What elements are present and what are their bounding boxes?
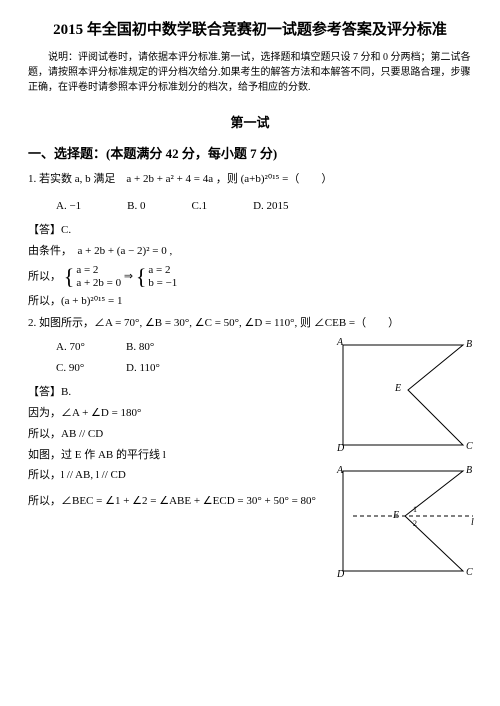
q1-stem: 1. 若实数 a, b 满足 a + 2b + a² + 4 = 4a ，则 (… (28, 171, 472, 189)
q1-cases-right: { a = 2 b = −1 (136, 264, 177, 290)
q1-opt-d: D. 2015 (253, 198, 288, 216)
q1-answer: 【答】C. (28, 222, 472, 240)
section-first: 第一试 (28, 113, 472, 134)
pentagon-diagram: A B C D E (323, 335, 478, 455)
label-e2: E (392, 510, 399, 521)
q2-opt-a: A. 70° (56, 339, 126, 357)
label-1: 1 (413, 505, 417, 514)
label-a2: A (336, 465, 344, 476)
q1-opt-a: A. −1 (56, 198, 81, 216)
page-title: 2015 年全国初中数学联合竞赛初一试题参考答案及评分标准 (28, 18, 472, 42)
q1-caseL2: a + 2b = 0 (76, 277, 121, 290)
q2-opt-c: C. 90° (56, 360, 126, 378)
pentagon-diagram-2: A B C D E l 1 2 (323, 463, 478, 581)
q2-stem: 2. 如图所示，∠A = 70°, ∠B = 30°, ∠C = 50°, ∠D… (28, 315, 472, 333)
q2-opt-d: D. 110° (126, 360, 196, 378)
q1-arrow: ⇒ (124, 271, 133, 283)
label-2: 2 (413, 519, 417, 528)
label-d: D (336, 443, 345, 454)
q1-caseR1: a = 2 (148, 264, 177, 277)
intro-paragraph: 说明：评阅试卷时，请依据本评分标准.第一试，选择题和填空题只设 7 分和 0 分… (28, 50, 472, 95)
q1-caseR2: b = −1 (148, 277, 177, 290)
label-a: A (336, 337, 344, 348)
label-c: C (466, 441, 473, 452)
figure-1: A B C D E (323, 335, 478, 455)
label-b: B (466, 339, 472, 350)
label-c2: C (466, 567, 473, 578)
brace-icon: { (136, 266, 147, 288)
q1-caseL1: a = 2 (76, 264, 121, 277)
label-d2: D (336, 569, 345, 580)
q1-cases-left: { a = 2 a + 2b = 0 (64, 264, 121, 290)
part-a-heading: 一、选择题：(本题满分 42 分，每小题 7 分) (28, 144, 472, 165)
q1-opt-c: C.1 (192, 198, 208, 216)
q1-options: A. −1 B. 0 C.1 D. 2015 (56, 198, 472, 216)
q1-w2: 所以， { a = 2 a + 2b = 0 ⇒ { a = 2 b = −1 (28, 264, 472, 290)
figure-2: A B C D E l 1 2 (323, 463, 478, 581)
q1-w2a: 所以， (28, 271, 61, 283)
label-e: E (394, 383, 401, 394)
q2-opt-b: B. 80° (126, 339, 196, 357)
brace-icon: { (64, 266, 75, 288)
label-l: l (471, 517, 474, 528)
q1-w3: 所以，(a + b)²⁰¹⁵ = 1 (28, 293, 472, 311)
label-b2: B (466, 465, 472, 476)
q1-opt-b: B. 0 (127, 198, 145, 216)
q1-w1: 由条件， a + 2b + (a − 2)² = 0 , (28, 243, 472, 261)
